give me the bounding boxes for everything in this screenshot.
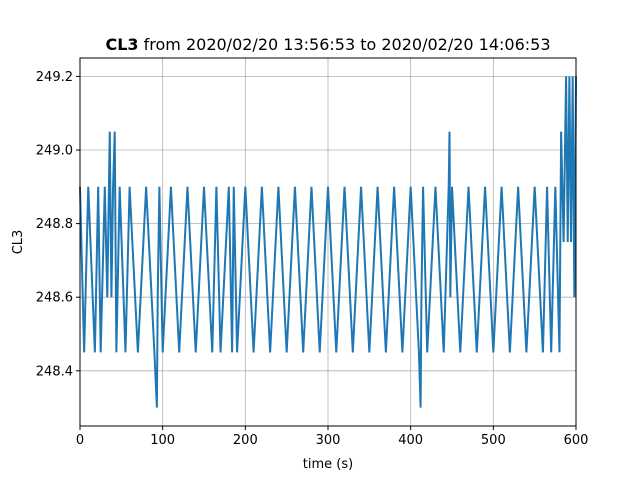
y-tick-label: 248.4 bbox=[36, 364, 73, 379]
data-series bbox=[79, 76, 577, 408]
x-tick-label: 500 bbox=[481, 433, 506, 448]
x-tick-label: 100 bbox=[150, 433, 175, 448]
y-tick-label: 248.8 bbox=[36, 217, 73, 232]
title-rest: from 2020/02/20 13:56:53 to 2020/02/20 1… bbox=[139, 35, 551, 54]
y-tick-label: 249.2 bbox=[36, 70, 73, 85]
x-tick-label: 400 bbox=[398, 433, 423, 448]
chart-title: CL3 from 2020/02/20 13:56:53 to 2020/02/… bbox=[105, 35, 550, 54]
x-tick-label: 600 bbox=[564, 433, 589, 448]
y-axis-label: CL3 bbox=[11, 230, 26, 255]
x-axis-label: time (s) bbox=[303, 457, 353, 472]
x-tick-label: 0 bbox=[76, 433, 84, 448]
axes: 0 100 200 300 400 500 600 248.4 248.6 248.8 249.0 2… bbox=[36, 57, 589, 448]
y-tick-label: 249.0 bbox=[36, 144, 73, 159]
title-bold: CL3 bbox=[105, 35, 138, 54]
x-tick-label: 300 bbox=[316, 433, 341, 448]
x-tick-label: 200 bbox=[233, 433, 258, 448]
series-line bbox=[79, 76, 577, 408]
grid-lines bbox=[79, 58, 577, 426]
y-tick-label: 248.6 bbox=[36, 291, 73, 306]
